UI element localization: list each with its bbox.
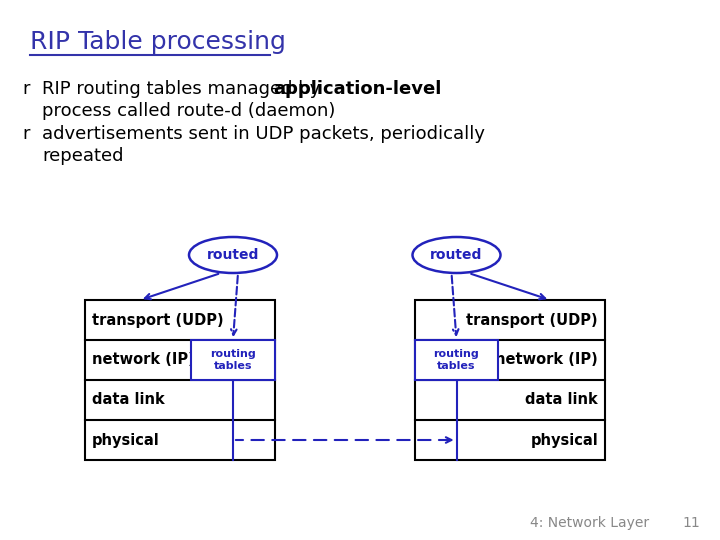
Text: data link: data link	[92, 393, 165, 408]
Text: routed: routed	[431, 248, 482, 262]
Text: r: r	[22, 125, 30, 143]
Text: physical: physical	[530, 433, 598, 448]
Text: data link: data link	[526, 393, 598, 408]
Text: network (IP): network (IP)	[92, 353, 194, 368]
Text: physical: physical	[92, 433, 160, 448]
Text: repeated: repeated	[42, 147, 124, 165]
Ellipse shape	[189, 237, 277, 273]
Text: advertisements sent in UDP packets, periodically: advertisements sent in UDP packets, peri…	[42, 125, 485, 143]
Text: r: r	[22, 80, 30, 98]
Bar	[415, 340, 498, 380]
Bar	[415, 300, 605, 460]
Text: RIP routing tables managed by: RIP routing tables managed by	[42, 80, 326, 98]
Text: routing
tables: routing tables	[210, 349, 256, 371]
Ellipse shape	[413, 237, 500, 273]
Text: network (IP): network (IP)	[495, 353, 598, 368]
Text: 4: Network Layer: 4: Network Layer	[530, 516, 649, 530]
Text: RIP Table processing: RIP Table processing	[30, 30, 286, 54]
Text: application-level: application-level	[273, 80, 441, 98]
Text: transport (UDP): transport (UDP)	[92, 313, 224, 327]
Text: transport (UDP): transport (UDP)	[467, 313, 598, 327]
Bar	[191, 340, 275, 380]
Text: 11: 11	[683, 516, 700, 530]
Text: routing
tables: routing tables	[433, 349, 480, 371]
Bar	[85, 300, 275, 460]
Text: process called route-d (daemon): process called route-d (daemon)	[42, 102, 336, 120]
Text: routed: routed	[207, 248, 259, 262]
